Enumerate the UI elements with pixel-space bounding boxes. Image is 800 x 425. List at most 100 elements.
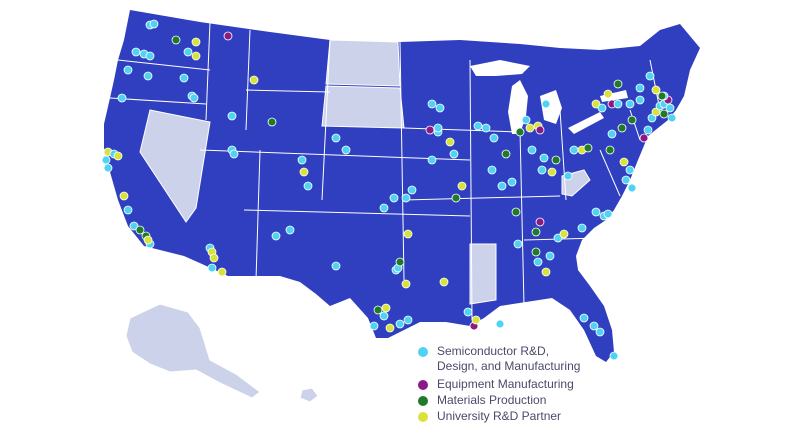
- site-marker-semiconductor: [625, 99, 635, 109]
- site-marker-university: [445, 137, 455, 147]
- site-marker-materials: [395, 257, 405, 267]
- legend-item-materials: Materials Production: [418, 393, 546, 408]
- site-marker-semiconductor: [635, 83, 645, 93]
- site-marker-semiconductor: [643, 125, 653, 135]
- site-marker-semiconductor: [577, 223, 587, 233]
- site-marker-semiconductor: [117, 93, 127, 103]
- site-marker-materials: [511, 207, 521, 217]
- site-marker-semiconductor: [513, 239, 523, 249]
- site-marker-equipment: [639, 133, 649, 143]
- site-marker-semiconductor: [603, 209, 613, 219]
- site-marker-semiconductor: [433, 123, 443, 133]
- site-marker-materials: [373, 305, 383, 315]
- site-marker-materials: [657, 91, 667, 101]
- legend-label-materials: Materials Production: [437, 393, 547, 407]
- site-marker-semiconductor: [407, 185, 417, 195]
- site-marker-semiconductor: [569, 145, 579, 155]
- site-marker-semiconductor: [521, 115, 531, 125]
- site-marker-university: [559, 229, 569, 239]
- site-marker-materials: [451, 193, 461, 203]
- site-marker-semiconductor: [665, 103, 675, 113]
- site-marker-semiconductor: [435, 103, 445, 113]
- site-marker-semiconductor: [489, 133, 499, 143]
- site-marker-materials: [515, 127, 525, 137]
- legend-label-equipment: Equipment Manufacturing: [437, 377, 574, 391]
- site-marker-university: [249, 75, 259, 85]
- legend-dot-university: [418, 412, 428, 422]
- site-marker-semiconductor: [545, 251, 555, 261]
- legend-item-university: University R&D Partner: [418, 409, 561, 424]
- lake-huron: [540, 90, 562, 124]
- site-marker-semiconductor: [369, 321, 379, 331]
- site-marker-semiconductor: [403, 315, 413, 325]
- site-marker-materials: [531, 227, 541, 237]
- site-marker-university: [143, 235, 153, 245]
- site-marker-semiconductor: [389, 193, 399, 203]
- legend-dot-materials: [418, 396, 428, 406]
- site-marker-semiconductor: [271, 231, 281, 241]
- site-marker-semiconductor: [101, 155, 111, 165]
- site-marker-university: [619, 157, 629, 167]
- site-marker-semiconductor: [303, 181, 313, 191]
- lake-superior: [470, 60, 530, 76]
- legend-label-semiconductor: Semiconductor R&D, Design, and Manufactu…: [437, 344, 581, 373]
- site-marker-semiconductor: [189, 93, 199, 103]
- state-nevada: [139, 109, 211, 223]
- site-marker-materials: [551, 155, 561, 165]
- legend-dot-semiconductor: [418, 347, 428, 357]
- site-marker-equipment: [535, 125, 545, 135]
- site-marker-equipment: [223, 31, 233, 41]
- site-marker-university: [119, 191, 129, 201]
- site-marker-university: [651, 85, 661, 95]
- site-marker-semiconductor: [621, 175, 631, 185]
- site-marker-semiconductor: [395, 319, 405, 329]
- site-marker-semiconductor: [607, 129, 617, 139]
- site-marker-materials: [617, 123, 627, 133]
- site-marker-semiconductor: [179, 73, 189, 83]
- site-marker-semiconductor: [541, 99, 551, 109]
- site-marker-semiconductor: [533, 257, 543, 267]
- site-marker-semiconductor: [103, 163, 113, 173]
- site-marker-semiconductor: [497, 181, 507, 191]
- state-hawaii: [299, 387, 319, 403]
- site-marker-semiconductor: [647, 113, 657, 123]
- state-south-dakota: [321, 85, 405, 129]
- site-marker-semiconductor: [537, 165, 547, 175]
- lake-erie: [568, 112, 604, 134]
- site-marker-university: [525, 123, 535, 133]
- site-marker-semiconductor: [609, 351, 619, 361]
- legend-dot-equipment: [418, 380, 428, 390]
- site-marker-semiconductor: [331, 133, 341, 143]
- site-marker-semiconductor: [123, 205, 133, 215]
- site-marker-semiconductor: [579, 313, 589, 323]
- site-marker-materials: [583, 143, 593, 153]
- site-marker-semiconductor: [379, 311, 389, 321]
- site-marker-semiconductor: [123, 65, 133, 75]
- site-marker-semiconductor: [473, 121, 483, 131]
- site-marker-semiconductor: [553, 233, 563, 243]
- site-marker-semiconductor: [297, 155, 307, 165]
- site-marker-semiconductor: [645, 71, 655, 81]
- site-marker-semiconductor: [129, 221, 139, 231]
- site-marker-semiconductor: [131, 47, 141, 57]
- site-marker-semiconductor: [487, 165, 497, 175]
- legend-item-semiconductor: Semiconductor R&D, Design, and Manufactu…: [418, 344, 580, 374]
- state-borders: [109, 21, 661, 321]
- site-marker-semiconductor: [207, 263, 217, 273]
- site-marker-university: [381, 303, 391, 313]
- site-marker-materials: [627, 115, 637, 125]
- site-marker-university: [603, 89, 613, 99]
- site-marker-university: [591, 99, 601, 109]
- state-north-dakota: [325, 39, 401, 87]
- site-marker-semiconductor: [595, 327, 605, 337]
- site-marker-university: [541, 267, 551, 277]
- site-marker-semiconductor: [613, 99, 623, 109]
- site-marker-semiconductor: [539, 153, 549, 163]
- site-marker-semiconductor: [507, 177, 517, 187]
- site-marker-university: [403, 229, 413, 239]
- site-marker-materials: [531, 247, 541, 257]
- site-marker-university: [401, 279, 411, 289]
- site-marker-university: [217, 267, 227, 277]
- site-marker-semiconductor: [149, 19, 159, 29]
